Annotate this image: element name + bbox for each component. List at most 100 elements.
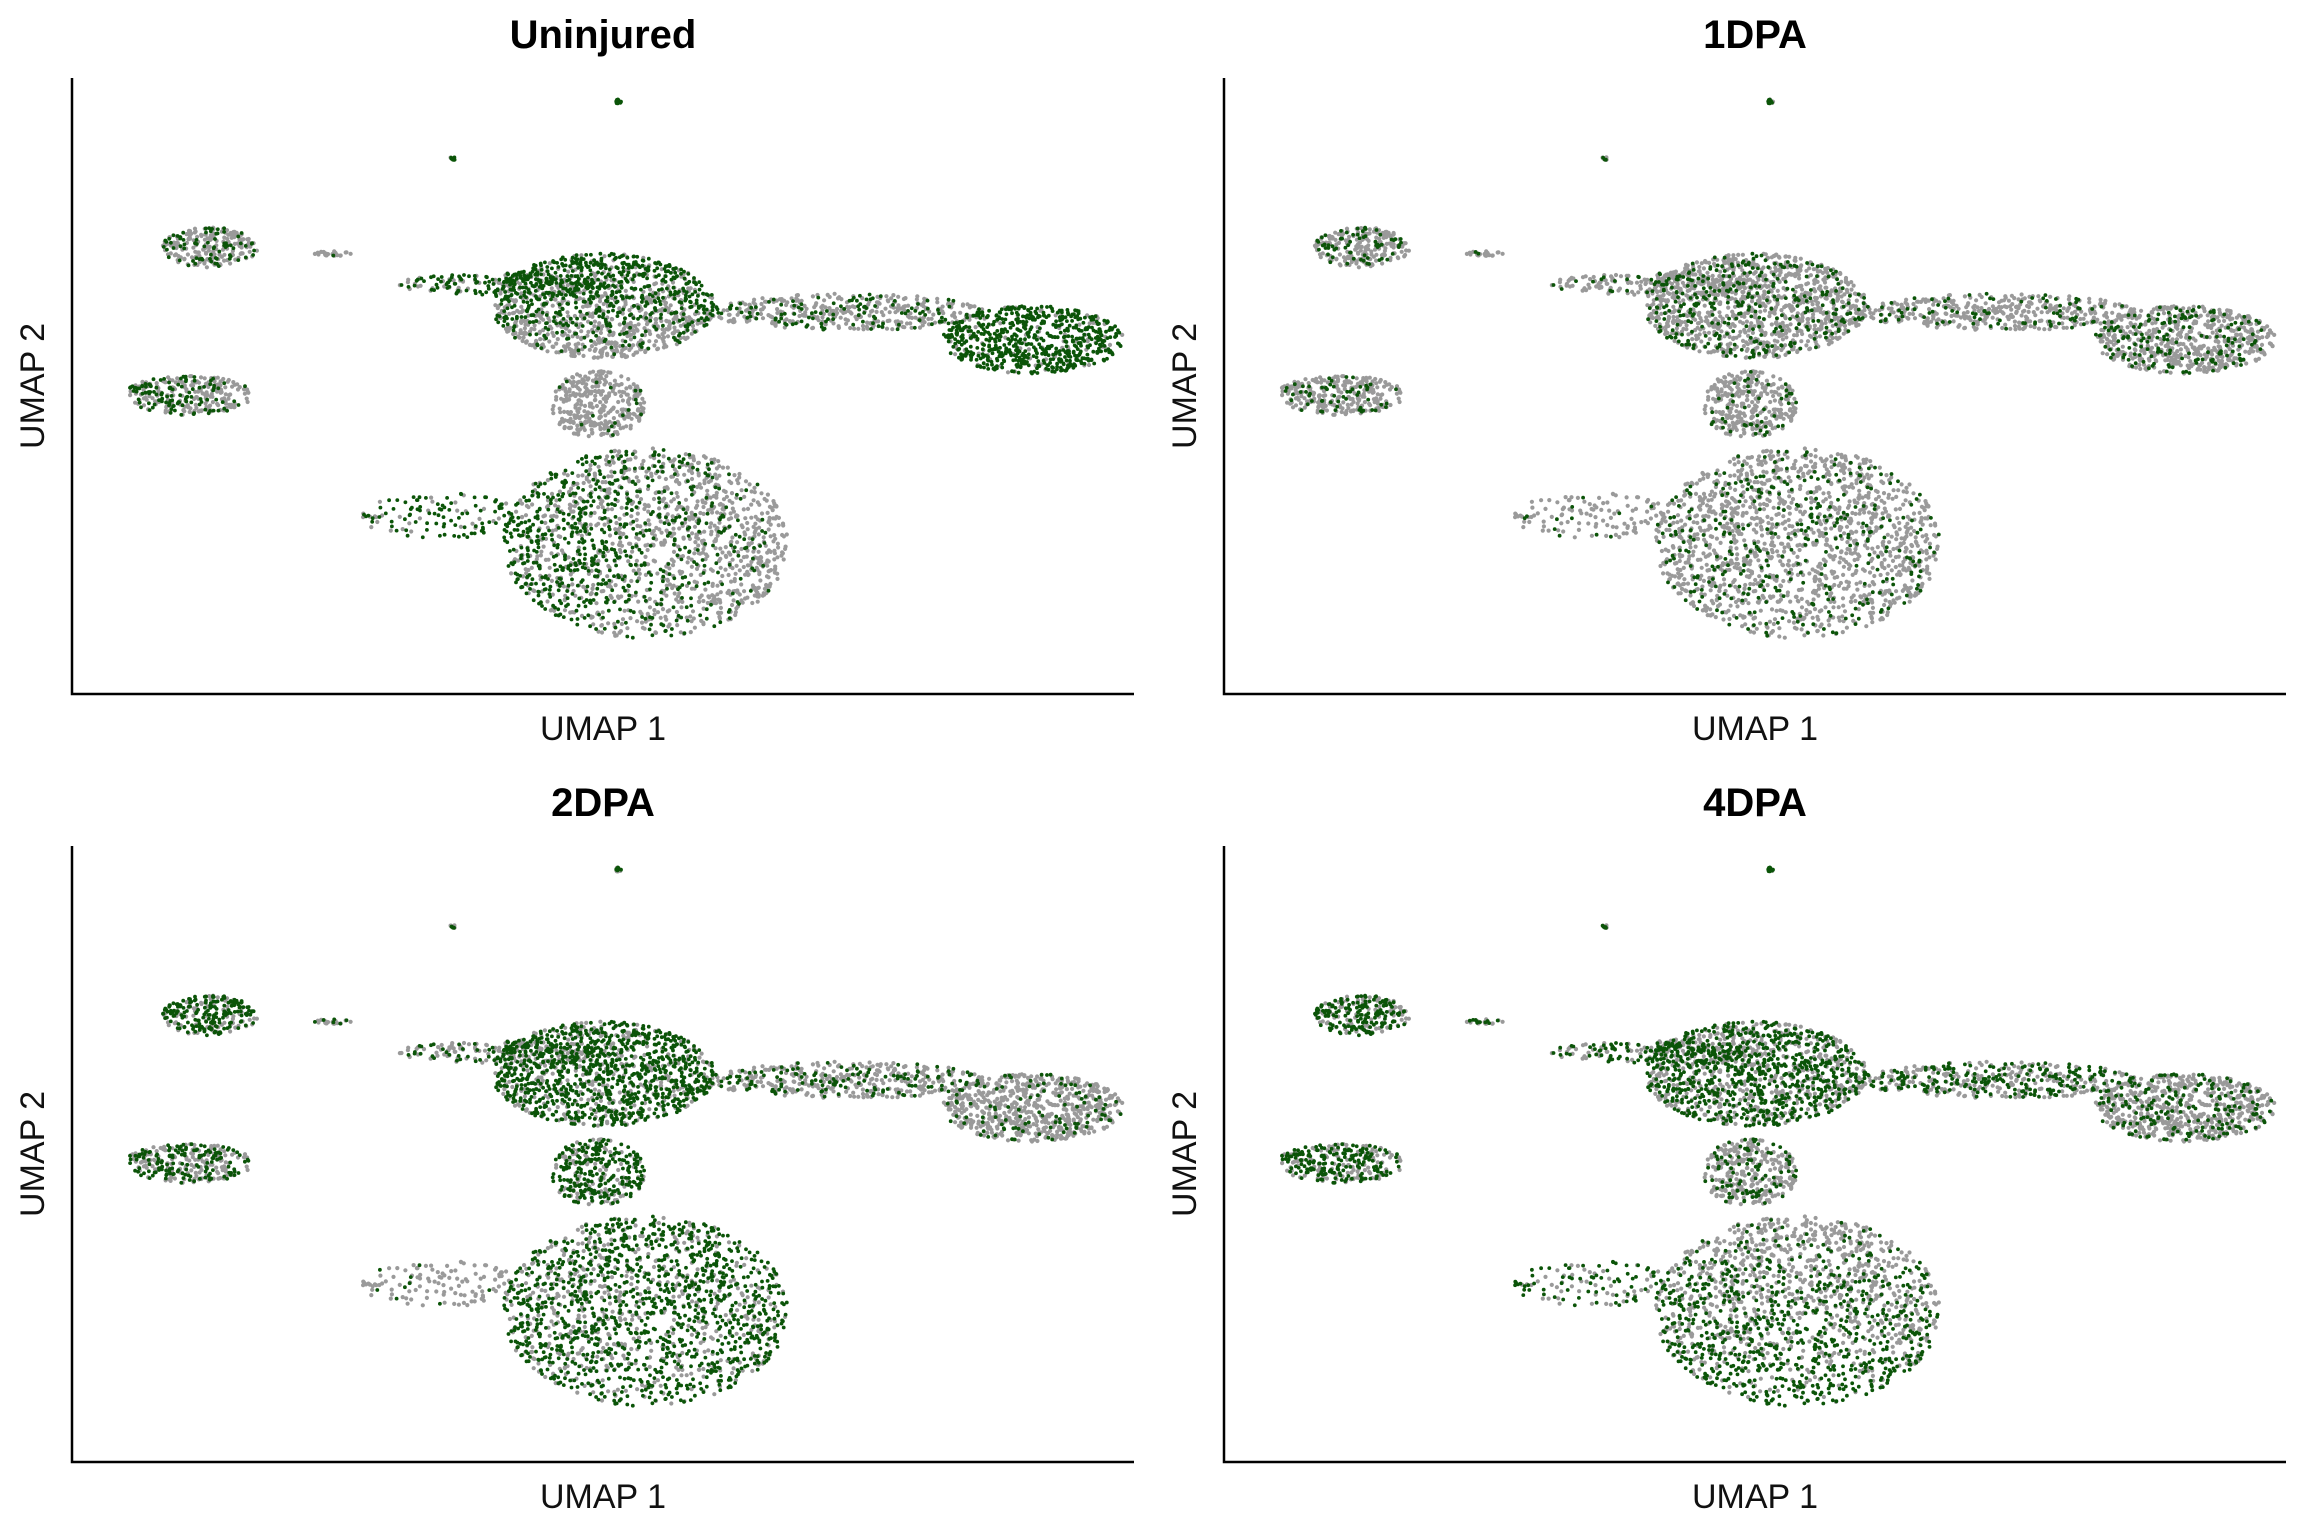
background-cell-point: [647, 339, 652, 344]
background-cell-point: [690, 323, 695, 328]
background-cell-point: [653, 317, 658, 322]
background-cell-point: [747, 536, 752, 541]
highlighted-cell-point: [176, 382, 181, 387]
highlighted-cell-point: [612, 470, 617, 475]
highlighted-cell-point: [704, 322, 709, 327]
background-cell-point: [783, 544, 788, 549]
background-cell-point: [128, 389, 133, 394]
background-cell-point: [519, 304, 524, 309]
background-cell-point: [244, 396, 249, 401]
background-cell-point: [163, 408, 168, 413]
highlighted-cell-point: [649, 512, 653, 517]
background-cell-point: [204, 265, 209, 270]
background-cell-point: [717, 614, 722, 619]
highlighted-cell-point: [154, 385, 159, 390]
background-cell-point: [651, 496, 657, 502]
background-cell-point: [240, 251, 245, 256]
background-cell-point: [562, 424, 567, 430]
background-cell-point: [1107, 342, 1113, 347]
highlighted-cell-point: [524, 285, 528, 290]
highlighted-cell-point: [1082, 339, 1087, 343]
background-cell-point: [799, 298, 804, 303]
highlighted-cell-point: [210, 227, 215, 231]
highlighted-cell-point: [987, 308, 991, 313]
highlighted-cell-point: [192, 411, 197, 416]
background-cell-point: [561, 584, 566, 589]
highlighted-cell-point: [1102, 358, 1106, 363]
background-cell-point: [626, 398, 631, 403]
background-cell-point: [697, 482, 702, 487]
highlighted-cell-point: [582, 499, 587, 504]
highlighted-cell-point: [657, 459, 661, 464]
highlighted-cell-point: [709, 293, 714, 297]
highlighted-cell-point: [543, 295, 547, 300]
highlighted-cell-point: [1034, 311, 1039, 316]
highlighted-cell-point: [993, 367, 998, 371]
background-cell-point: [619, 407, 624, 412]
highlighted-cell-point: [719, 530, 723, 535]
highlighted-cell-point: [1086, 345, 1090, 350]
highlighted-cell-point: [661, 295, 665, 300]
highlighted-cell-point: [212, 383, 217, 388]
background-cell-point: [597, 415, 602, 420]
background-cell-point: [170, 378, 175, 383]
background-cell-point: [141, 396, 146, 401]
background-cell-point: [600, 610, 605, 615]
highlighted-cell-point: [704, 307, 709, 312]
highlighted-cell-point: [582, 279, 587, 284]
highlighted-cell-point: [571, 480, 576, 485]
background-cell-point: [690, 470, 695, 476]
background-cell-point: [773, 536, 778, 541]
background-cell-point: [575, 402, 580, 407]
highlighted-cell-point: [1082, 332, 1087, 337]
highlighted-cell-point: [1050, 309, 1055, 313]
highlighted-cell-point: [209, 378, 213, 383]
highlighted-cell-point: [182, 242, 187, 247]
background-cell-point: [596, 629, 601, 634]
background-cell-point: [689, 331, 694, 336]
background-cell-point: [565, 410, 570, 415]
background-cell-point: [696, 473, 701, 478]
highlighted-cell-point: [590, 285, 595, 290]
highlighted-cell-point: [565, 596, 570, 601]
highlighted-cell-point: [211, 246, 216, 251]
background-cell-point: [579, 533, 584, 538]
background-cell-point: [511, 310, 517, 315]
highlighted-cell-point: [796, 305, 801, 310]
background-cell-point: [689, 564, 695, 569]
highlighted-cell-point: [539, 346, 544, 350]
highlighted-cell-point: [659, 602, 663, 607]
background-cell-point: [617, 516, 622, 522]
background-cell-point: [591, 582, 596, 588]
highlighted-cell-point: [864, 297, 869, 302]
highlighted-cell-point: [921, 309, 925, 314]
background-cell-point: [519, 318, 524, 323]
background-cell-point: [649, 531, 655, 536]
highlighted-cell-point: [556, 493, 561, 497]
highlighted-cell-point: [644, 316, 649, 320]
highlighted-cell-point: [638, 343, 643, 347]
highlighted-cell-point: [618, 332, 622, 337]
highlighted-cell-point: [1002, 359, 1007, 364]
highlighted-cell-point: [614, 300, 619, 305]
highlighted-cell-point: [251, 253, 256, 257]
highlighted-cell-point: [1003, 317, 1008, 322]
background-cell-point: [530, 502, 535, 507]
background-cell-point: [477, 516, 482, 522]
highlighted-cell-point: [208, 382, 213, 387]
background-cell-point: [606, 474, 611, 479]
background-cell-point: [775, 576, 780, 582]
highlighted-cell-point: [653, 450, 657, 455]
highlighted-cell-point: [565, 337, 569, 341]
highlighted-cell-point: [648, 312, 653, 317]
highlighted-cell-point: [559, 280, 564, 284]
background-cell-point: [667, 582, 673, 587]
background-cell-point: [664, 593, 669, 598]
highlighted-cell-point: [621, 307, 626, 312]
highlighted-cell-point: [1042, 319, 1046, 324]
highlighted-cell-point: [634, 590, 638, 595]
background-cell-point: [674, 609, 680, 615]
highlighted-cell-point: [168, 411, 173, 415]
background-cell-point: [563, 593, 568, 598]
highlighted-cell-point: [638, 388, 643, 393]
